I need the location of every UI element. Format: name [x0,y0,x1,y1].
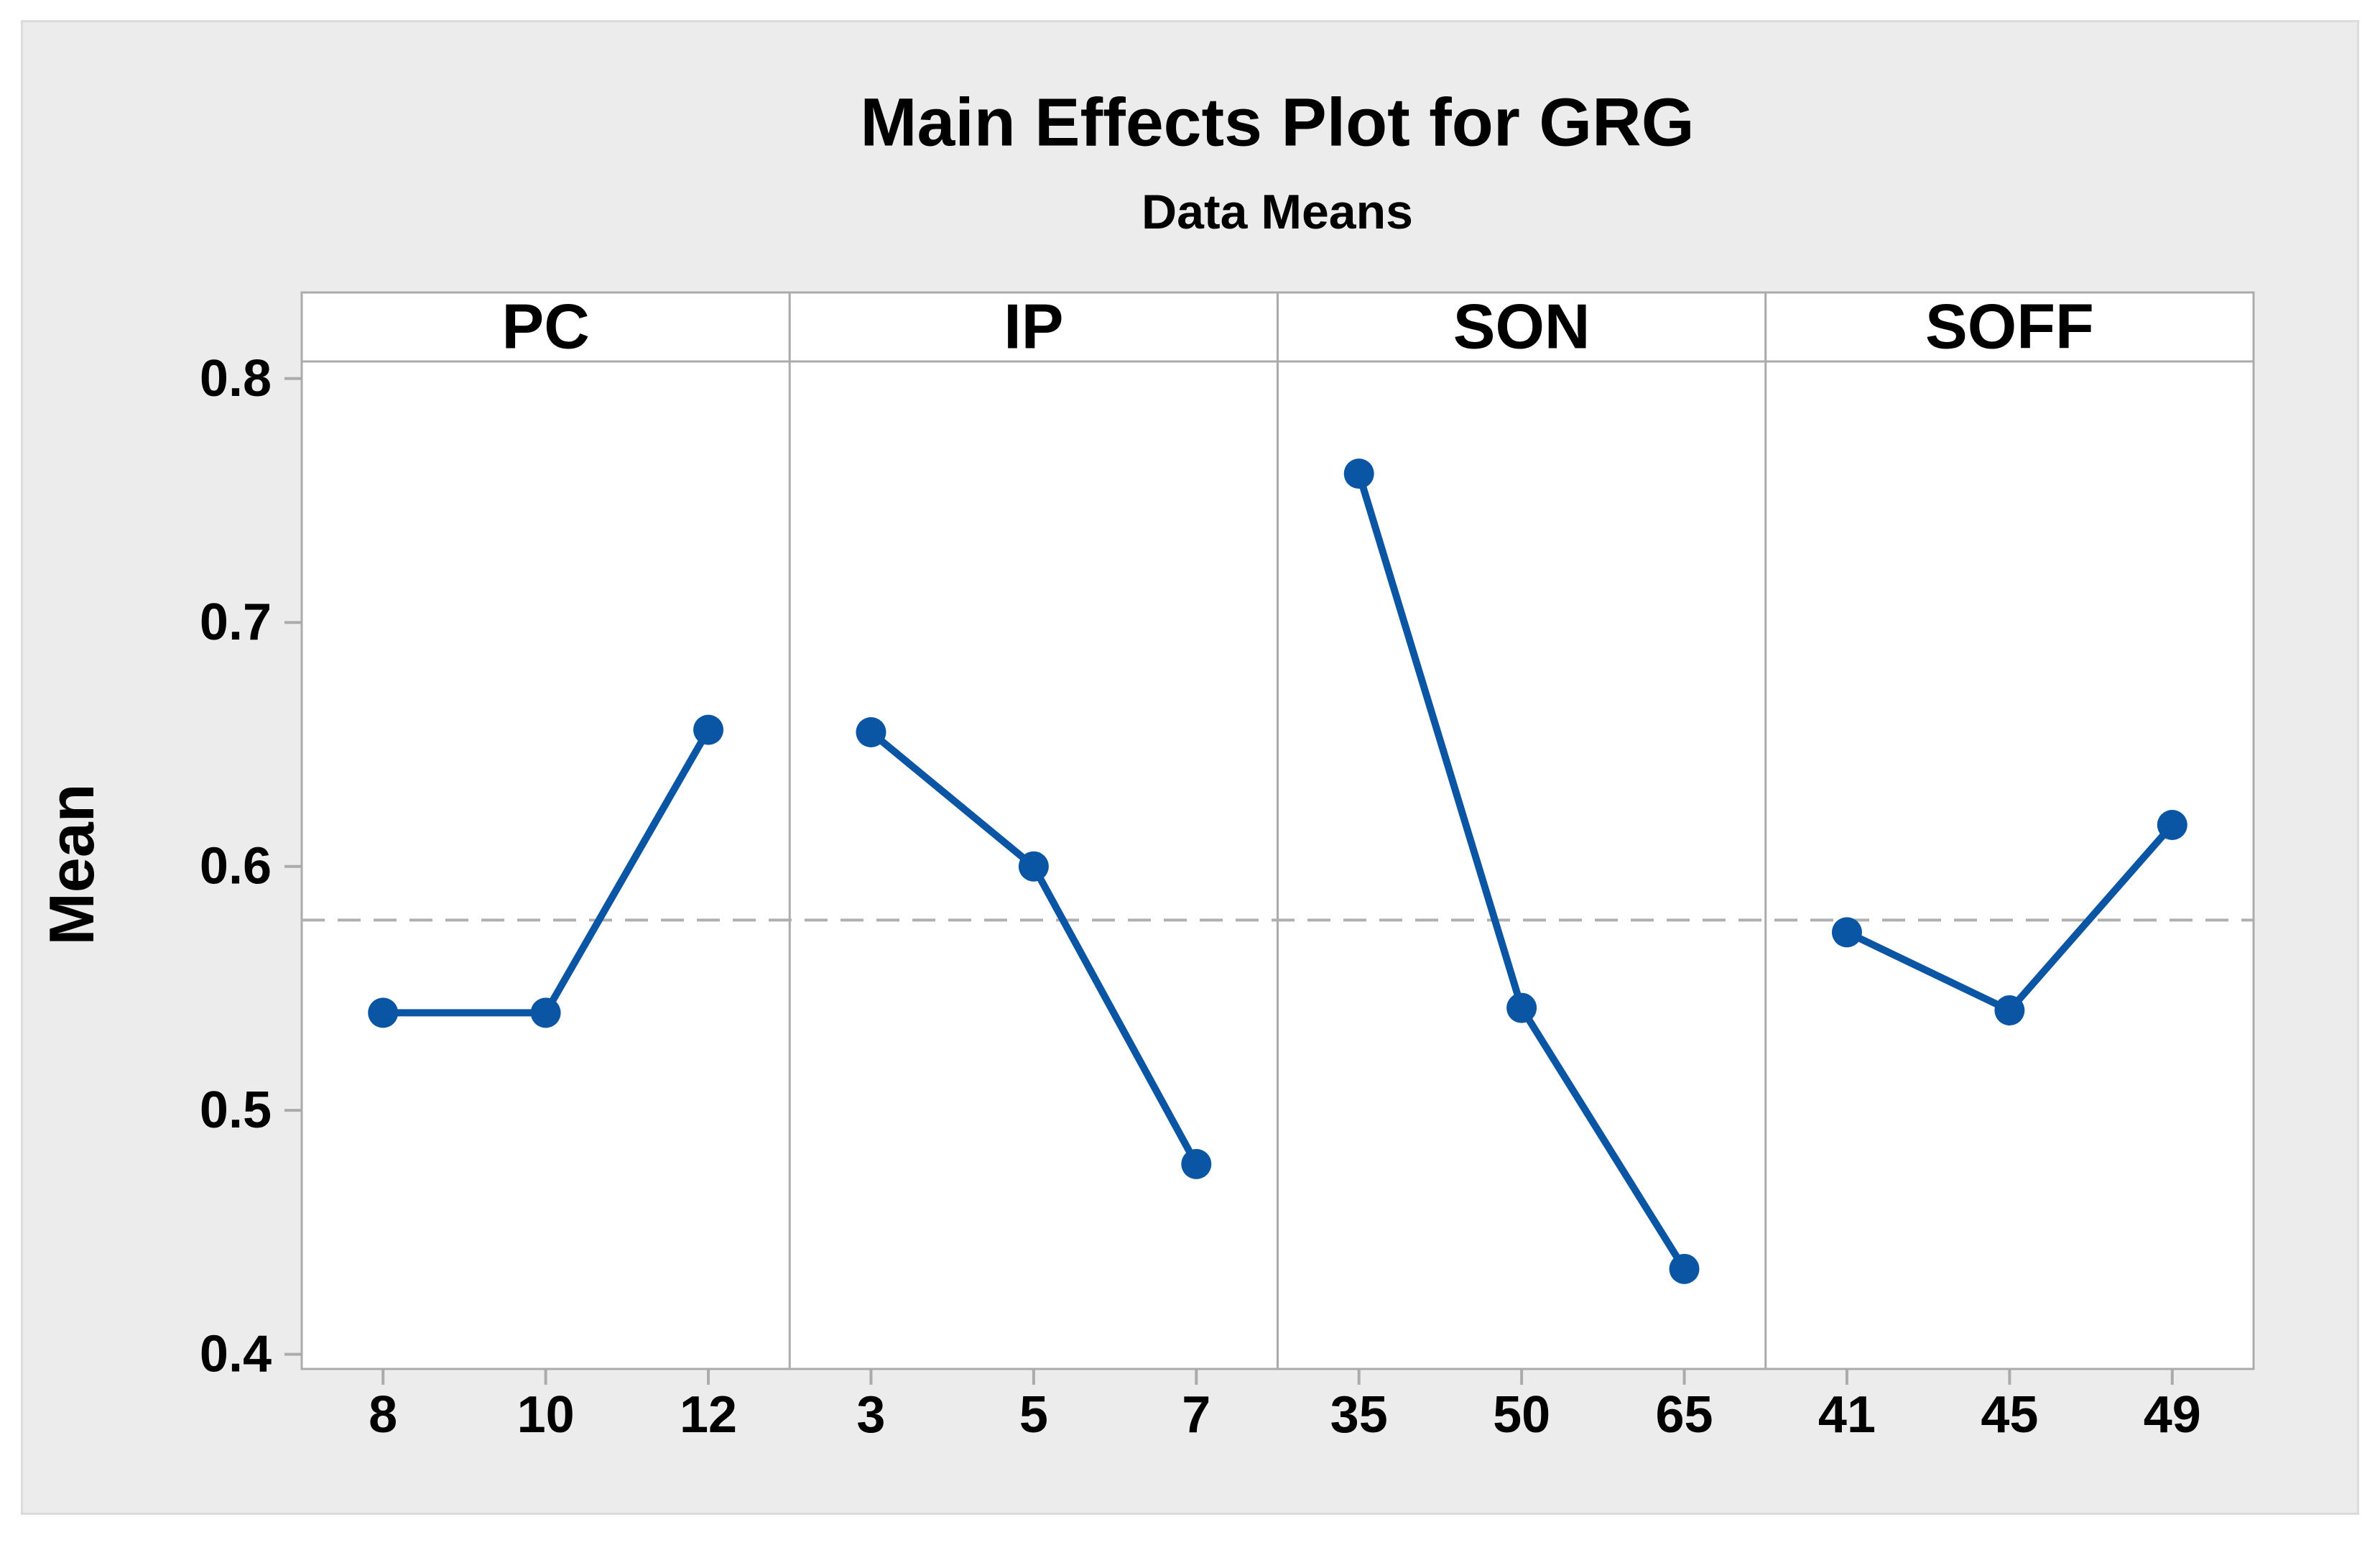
y-tick-label: 0.5 [200,1082,272,1139]
data-point-IP-7 [1181,1148,1212,1179]
y-tick-label: 0.6 [200,838,272,895]
chart-title: Main Effects Plot for GRG [860,84,1695,161]
data-point-IP-5 [1018,851,1049,882]
x-tick-label-PC-8: 8 [369,1386,397,1444]
data-point-PC-8 [368,997,399,1028]
x-tick-label-SON-65: 65 [1655,1386,1713,1444]
data-point-SOFF-41 [1831,917,1862,948]
x-tick-label-SOFF-49: 49 [2144,1386,2201,1444]
data-point-SON-35 [1343,458,1374,489]
y-tick-label: 0.8 [200,350,272,407]
data-point-IP-3 [856,716,886,747]
x-tick-label-IP-5: 5 [1019,1386,1048,1444]
x-tick-label-PC-12: 12 [680,1386,737,1444]
figure: Main Effects Plot for GRG Data Means Mea… [21,20,2359,1515]
data-point-SON-50 [1506,992,1537,1023]
x-tick-label-IP-7: 7 [1182,1386,1210,1444]
x-tick-label-SON-35: 35 [1330,1386,1388,1444]
panel-header-label-IP: IP [1004,290,1063,361]
panel-header-label-PC: PC [502,290,590,361]
data-point-SOFF-45 [1994,995,2025,1025]
data-point-PC-12 [693,714,724,745]
x-tick-label-IP-3: 3 [856,1386,885,1444]
panel-header-label-SON: SON [1453,290,1590,361]
panel-header-cell-SON [1277,291,1767,363]
x-tick-label-SOFF-41: 41 [1818,1386,1876,1444]
y-tick-label: 0.4 [200,1326,272,1383]
data-point-SON-65 [1669,1253,1700,1284]
panel-header-cell-SOFF [1764,291,2255,363]
x-tick-label-SON-50: 50 [1493,1386,1550,1444]
y-tick-label: 0.7 [200,594,272,651]
data-point-PC-10 [530,997,561,1028]
data-point-SOFF-49 [2157,809,2187,840]
chart-subtitle: Data Means [1142,185,1413,239]
x-tick-label-SOFF-45: 45 [1981,1386,2038,1444]
panel-header-label-SOFF: SOFF [1925,290,2094,361]
x-tick-label-PC-10: 10 [517,1386,575,1444]
